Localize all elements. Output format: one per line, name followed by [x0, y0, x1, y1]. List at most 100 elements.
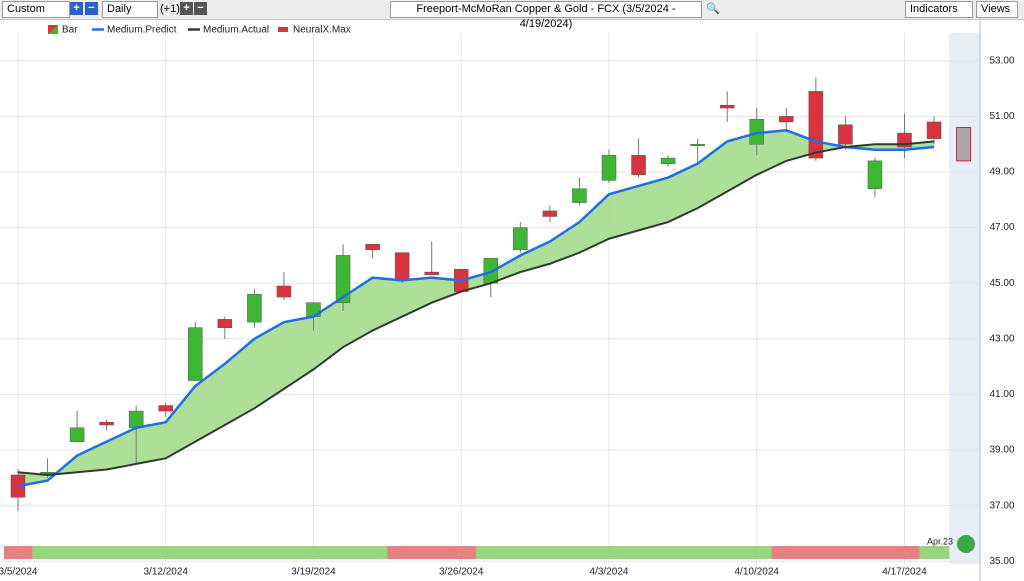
- y-tick-label: 37.00: [989, 500, 1014, 511]
- signal-cell: [476, 546, 507, 559]
- offset-plus[interactable]: +: [180, 2, 193, 15]
- candle-body: [188, 327, 203, 381]
- indicators-menu[interactable]: Indicators: [905, 1, 973, 18]
- signal-cell: [505, 546, 536, 559]
- views-menu[interactable]: Views: [976, 1, 1018, 18]
- signal-cell: [328, 546, 359, 559]
- candle-body: [424, 271, 439, 276]
- signal-cell: [860, 546, 891, 559]
- candle-body: [542, 210, 558, 217]
- signal-cell: [830, 546, 861, 559]
- candle-body: [276, 285, 292, 298]
- period-select[interactable]: Custom: [2, 1, 70, 18]
- series-line: [17, 140, 935, 477]
- forecast-bar: [956, 127, 972, 162]
- candle-body: [808, 91, 824, 159]
- candle-body: [690, 143, 705, 146]
- candle-body: [513, 227, 528, 251]
- zoom-in[interactable]: +: [70, 2, 83, 15]
- x-tick-label: 3/5/2024: [0, 567, 38, 578]
- legend-label: NeuralX.Max: [293, 25, 351, 36]
- signal-cell: [62, 546, 93, 559]
- candle-body: [394, 252, 410, 281]
- legend-label: Medium.Predict: [107, 25, 177, 36]
- candle-body: [247, 294, 262, 323]
- candle-body: [335, 255, 351, 303]
- y-tick-label: 45.00: [989, 278, 1014, 289]
- signal-cell: [416, 546, 447, 559]
- candle-body: [867, 160, 883, 189]
- signal-cell: [150, 546, 182, 559]
- search-icon[interactable]: 🔍: [706, 3, 720, 15]
- signal-cell: [712, 546, 743, 559]
- y-tick-label: 35.00: [989, 556, 1014, 567]
- candle-body: [660, 157, 676, 164]
- signal-cell: [801, 546, 832, 559]
- candle-body: [217, 319, 233, 328]
- candle-body: [601, 155, 617, 181]
- signal-cell: [446, 546, 477, 559]
- forecast-zone: [949, 33, 980, 564]
- chart: 35.00 37.00 39.00 41.00 43.00 45.00 47.00 49.00…: [0, 20, 1015, 581]
- zoom-out[interactable]: −: [85, 2, 98, 15]
- signal-cell: [32, 546, 63, 559]
- signal-cell: [357, 546, 388, 559]
- candle-body: [69, 427, 85, 442]
- legend-swatch: [48, 25, 58, 34]
- candle-body: [838, 124, 853, 145]
- signal-cell: [4, 546, 33, 559]
- band-fill: [18, 130, 935, 487]
- candle-body: [926, 121, 942, 139]
- signal-cell: [269, 546, 300, 559]
- series-line: [17, 129, 935, 488]
- signal-cell: [535, 546, 566, 559]
- signal-cell: [682, 546, 713, 559]
- candle-body: [365, 244, 380, 251]
- y-tick-label: 43.00: [989, 333, 1014, 344]
- candle-body: [719, 105, 735, 109]
- x-tick-label: 3/12/2024: [144, 567, 189, 578]
- signal-cell: [298, 546, 329, 559]
- y-tick-label: 51.00: [989, 111, 1014, 122]
- x-tick-label: 4/17/2024: [882, 567, 927, 578]
- x-tick-label: 4/10/2024: [735, 567, 780, 578]
- candle-body: [572, 188, 587, 203]
- signal-cell: [121, 546, 152, 559]
- candle-body: [158, 405, 173, 412]
- candle-body: [779, 116, 794, 123]
- candle-body: [128, 410, 144, 429]
- legend-swatch: [278, 27, 288, 32]
- signal-cell: [564, 546, 595, 559]
- candle-body: [99, 421, 114, 426]
- x-tick-label: 4/3/2024: [590, 567, 629, 578]
- y-tick-label: 53.00: [989, 55, 1014, 66]
- signal-cell: [771, 546, 802, 559]
- legend-label: Bar: [62, 25, 78, 36]
- symbol-title[interactable]: Freeport-McMoRan Copper & Gold - FCX (3/…: [390, 1, 702, 30]
- signal-cell: [91, 546, 122, 559]
- y-tick-label: 41.00: [989, 389, 1014, 400]
- signal-cell: [889, 546, 920, 559]
- x-tick-label: 3/26/2024: [439, 567, 484, 578]
- signal-cell: [387, 546, 418, 559]
- y-tick-label: 39.00: [989, 445, 1014, 456]
- forecast-icon: [957, 535, 975, 553]
- signal-cell: [741, 546, 773, 559]
- offset-minus[interactable]: −: [194, 2, 207, 15]
- signal-cell: [210, 546, 241, 559]
- x-tick-label: 3/19/2024: [291, 567, 336, 578]
- signal-cell: [239, 546, 270, 559]
- forecast-label: Apr.23: [927, 536, 953, 546]
- signal-cell: [653, 546, 684, 559]
- interval-select[interactable]: Daily: [102, 1, 158, 18]
- candle-body: [40, 472, 55, 475]
- y-tick-label: 47.00: [989, 222, 1014, 233]
- signal-cell: [180, 546, 211, 559]
- signal-cell: [594, 546, 625, 559]
- signal-cell: [623, 546, 654, 559]
- y-tick-label: 49.00: [989, 167, 1014, 178]
- offset: (+1): [160, 3, 180, 15]
- legend-label: Medium.Actual: [203, 25, 269, 36]
- signal-cell: [919, 546, 950, 559]
